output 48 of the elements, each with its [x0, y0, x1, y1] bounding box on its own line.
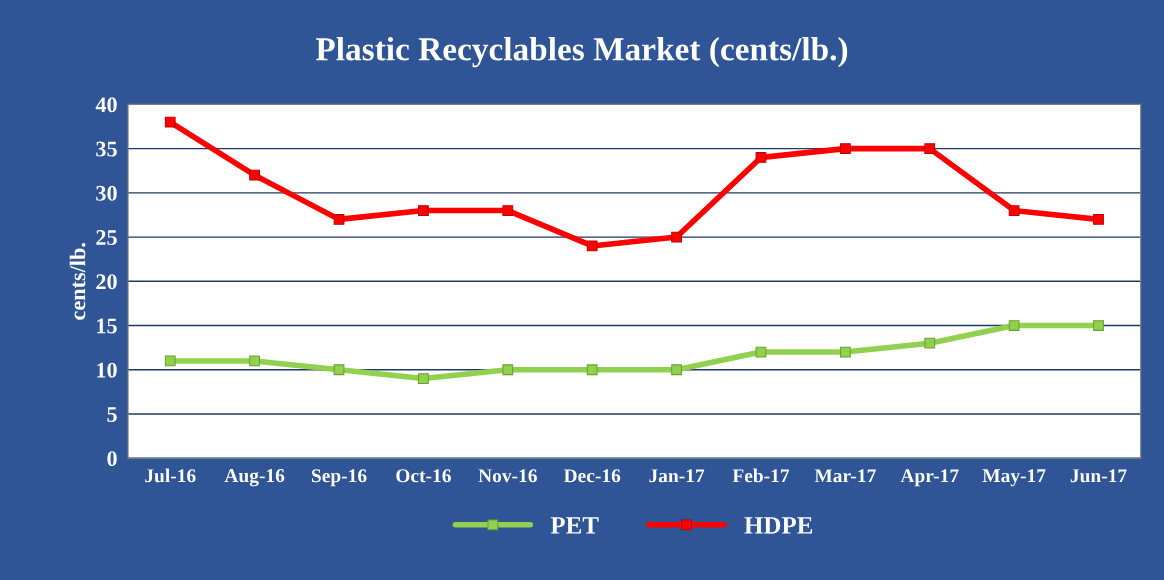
y-tick-label: 20 — [96, 274, 117, 290]
point — [418, 373, 429, 384]
x-tick-label: Dec-16 — [563, 469, 621, 483]
point — [1008, 205, 1020, 216]
x-tick-label: Feb-17 — [732, 468, 790, 483]
point — [755, 152, 767, 163]
point — [502, 205, 514, 216]
point — [164, 116, 176, 128]
legend-label: PET — [550, 517, 599, 534]
point — [249, 169, 261, 181]
x-tick-label: Nov-16 — [478, 469, 537, 483]
point — [164, 355, 176, 367]
y-tick-label: 40 — [95, 97, 117, 113]
x-tick-label: Sep-16 — [311, 469, 367, 487]
x-tick-label: Oct-16 — [396, 469, 451, 483]
x-tick-label: Mar-17 — [814, 469, 876, 483]
y-tick-label: 10 — [97, 362, 117, 378]
x-tick-label: May-17 — [982, 469, 1046, 487]
y-tick-label: 30 — [96, 185, 117, 201]
y-tick-label: 15 — [97, 318, 117, 334]
legend-label: HDPE — [744, 517, 813, 534]
y-tick-label: 25 — [96, 230, 117, 245]
x-tick-label: Jul-16 — [145, 468, 196, 483]
point — [1093, 320, 1104, 331]
point — [671, 231, 682, 243]
point — [249, 355, 261, 367]
point — [1008, 320, 1020, 331]
chart-title: Plastic Recyclables Market (cents/lb.) — [315, 37, 848, 68]
point — [839, 346, 851, 358]
point — [586, 364, 598, 376]
point — [418, 205, 429, 216]
y-axis-title: cents/lb. — [69, 243, 86, 320]
point — [924, 337, 936, 349]
point — [924, 143, 936, 155]
x-tick-label: Jun-17 — [1070, 469, 1127, 483]
point — [839, 143, 851, 155]
x-tick-label: Jan-17 — [649, 469, 705, 483]
y-tick-label: 5 — [107, 407, 117, 422]
x-tick-label: Apr-17 — [900, 469, 959, 487]
point — [333, 364, 345, 376]
point — [586, 240, 598, 252]
point — [502, 364, 514, 376]
point — [333, 214, 345, 225]
y-tick-label: 35 — [96, 141, 117, 157]
point — [671, 364, 682, 376]
x-tick-label: Aug-16 — [224, 469, 285, 487]
y-tick-label: 0 — [107, 451, 117, 467]
point — [1093, 214, 1104, 225]
